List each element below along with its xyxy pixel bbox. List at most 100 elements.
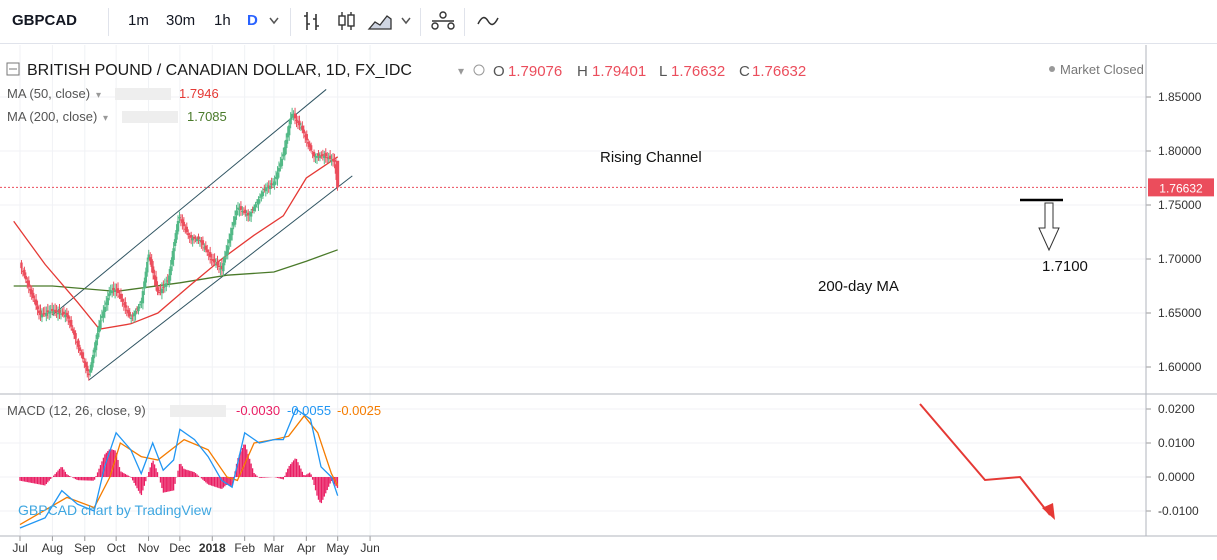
candle-body <box>326 157 329 159</box>
x-tick-label: Jun <box>360 541 379 555</box>
candle-body <box>46 310 49 313</box>
chevron-down-icon[interactable]: ▾ <box>458 64 464 78</box>
candle-body <box>86 365 89 372</box>
drawing-icon[interactable] <box>476 10 500 32</box>
candle-body <box>116 288 120 293</box>
ma50-line <box>13 156 339 330</box>
low-value: 1.76632 <box>671 63 725 80</box>
top-toolbar: GBPCAD 1m 30m 1h D <box>0 0 1217 44</box>
chevron-down-icon[interactable] <box>400 16 412 26</box>
compare-icon[interactable] <box>430 10 456 32</box>
candle-body <box>154 276 158 286</box>
candle-body <box>242 211 246 213</box>
candle-body <box>181 219 184 224</box>
candle-body <box>208 252 212 258</box>
candle-body <box>247 212 250 216</box>
timeframe-30m-button[interactable]: 30m <box>166 12 196 29</box>
y-tick-label: 1.70000 <box>1158 252 1202 266</box>
bar-style-icon[interactable] <box>302 10 322 32</box>
timeframe-1m-button[interactable]: 1m <box>128 12 149 29</box>
candle-body <box>315 156 319 158</box>
candle-body <box>102 311 105 318</box>
eye-icon[interactable] <box>473 64 485 76</box>
candle-body <box>94 340 98 351</box>
candle-body <box>134 310 137 315</box>
candle-body <box>248 214 251 216</box>
candle-body <box>74 333 77 339</box>
candle-body <box>228 239 231 244</box>
candle-body <box>125 309 128 311</box>
candle-body <box>48 311 51 314</box>
candle-body <box>59 313 63 315</box>
timeframe-1h-button[interactable]: 1h <box>214 12 231 29</box>
candle-body <box>150 259 153 267</box>
chevron-down-icon[interactable] <box>268 16 280 26</box>
candle-body <box>105 302 108 305</box>
market-status: Market Closed <box>1060 62 1144 77</box>
timeframe-d-button[interactable]: D <box>247 12 258 29</box>
candle-body <box>75 341 79 343</box>
candle-style-icon[interactable] <box>336 10 358 32</box>
candle-body <box>162 286 165 288</box>
candle-body <box>184 228 187 230</box>
ma200-settings-buttons[interactable] <box>122 111 178 123</box>
ma50-settings-buttons[interactable] <box>115 88 171 100</box>
macd-lines <box>19 408 339 529</box>
signal-line-path <box>19 414 339 526</box>
candle-body <box>39 310 42 315</box>
candle-body <box>236 207 240 210</box>
chevron-down-icon[interactable]: ▾ <box>103 113 108 124</box>
candle-body <box>225 251 228 256</box>
last-price-tag <box>1148 178 1214 197</box>
candle-body <box>188 236 191 238</box>
candle-body <box>203 247 206 249</box>
candle-body <box>67 315 70 319</box>
candle-body <box>307 142 310 144</box>
candle-body <box>304 135 307 137</box>
candle-body <box>271 183 275 186</box>
candle-body <box>187 233 190 236</box>
symbol-search-button[interactable]: GBPCAD <box>12 12 78 29</box>
candle-body <box>282 154 285 157</box>
ma200-annotation-label: 200-day MA <box>818 278 899 295</box>
macd-settings-buttons[interactable] <box>170 405 226 417</box>
candle-body <box>276 172 279 180</box>
candle-body <box>216 261 219 266</box>
toolbar-divider <box>108 8 109 36</box>
candle-body <box>78 347 82 351</box>
candle-body <box>168 275 171 284</box>
candle-body <box>330 159 333 162</box>
rising-channel <box>52 89 353 381</box>
candle-body <box>72 330 76 335</box>
candle-body <box>43 312 47 314</box>
candle-body <box>96 333 99 340</box>
candle-body <box>226 245 229 255</box>
toolbar-divider <box>420 8 421 36</box>
price-chart[interactable]: 1.85000 1.80000 1.75000 1.70000 1.65000 1.600… <box>0 45 1217 560</box>
indicators-icon[interactable] <box>367 10 393 32</box>
candle-body <box>266 187 269 189</box>
candle-body <box>121 299 124 302</box>
candle-body <box>103 306 107 312</box>
candle-body <box>151 266 155 274</box>
candle-body <box>36 306 39 310</box>
candle-body <box>31 292 35 299</box>
candle-body <box>308 143 311 148</box>
candle-body <box>204 245 208 250</box>
chevron-down-icon[interactable]: ▾ <box>96 90 101 101</box>
candle-body <box>222 263 225 272</box>
candle-body <box>113 289 117 292</box>
candle-body <box>42 313 45 315</box>
candle-body <box>249 211 253 217</box>
candle-body <box>194 237 197 239</box>
candle-body <box>334 164 338 174</box>
candle-body <box>283 147 287 156</box>
macd-legend-label: MACD (12, 26, close, 9) <box>7 403 146 418</box>
candle-body <box>89 369 92 373</box>
candle-body <box>206 249 209 253</box>
candle-body <box>244 209 247 214</box>
candle-body <box>293 113 297 119</box>
down-arrow-icon <box>1038 202 1060 252</box>
candle-body <box>258 196 262 198</box>
candle-body <box>20 262 23 269</box>
